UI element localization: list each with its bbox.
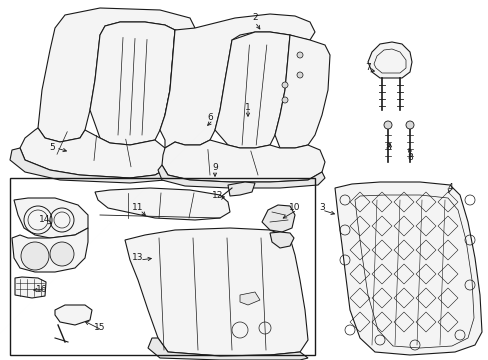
Text: 9: 9 bbox=[212, 163, 218, 172]
Text: 14: 14 bbox=[39, 216, 51, 225]
Polygon shape bbox=[367, 42, 411, 78]
Polygon shape bbox=[334, 182, 481, 355]
Polygon shape bbox=[160, 14, 314, 148]
Circle shape bbox=[405, 121, 413, 129]
Polygon shape bbox=[15, 277, 46, 298]
Polygon shape bbox=[148, 338, 307, 360]
Circle shape bbox=[21, 242, 49, 270]
Polygon shape bbox=[38, 8, 195, 142]
Text: 11: 11 bbox=[132, 203, 143, 212]
Text: 7: 7 bbox=[365, 63, 370, 72]
Circle shape bbox=[50, 242, 74, 266]
Polygon shape bbox=[274, 35, 329, 148]
Polygon shape bbox=[162, 140, 325, 182]
Polygon shape bbox=[95, 188, 229, 220]
Circle shape bbox=[383, 121, 391, 129]
Text: 5: 5 bbox=[49, 144, 55, 153]
Polygon shape bbox=[240, 292, 260, 305]
Text: 10: 10 bbox=[289, 203, 300, 212]
Text: 8: 8 bbox=[407, 153, 412, 162]
Polygon shape bbox=[262, 205, 294, 232]
Polygon shape bbox=[10, 148, 170, 183]
Polygon shape bbox=[12, 228, 88, 272]
Circle shape bbox=[282, 82, 287, 88]
Polygon shape bbox=[125, 228, 307, 356]
Polygon shape bbox=[227, 182, 254, 196]
Text: 4: 4 bbox=[446, 184, 452, 193]
Polygon shape bbox=[158, 165, 325, 188]
Text: 1: 1 bbox=[244, 104, 250, 112]
Polygon shape bbox=[20, 128, 170, 178]
Bar bbox=[10, 178, 314, 355]
Polygon shape bbox=[215, 32, 289, 148]
Text: 2: 2 bbox=[252, 13, 257, 22]
Text: 13: 13 bbox=[132, 253, 143, 262]
Text: 12: 12 bbox=[212, 192, 223, 201]
Polygon shape bbox=[90, 22, 175, 145]
Polygon shape bbox=[14, 198, 88, 238]
Polygon shape bbox=[55, 305, 92, 325]
Text: 8: 8 bbox=[385, 144, 390, 153]
Text: 3: 3 bbox=[319, 203, 324, 212]
Polygon shape bbox=[164, 30, 220, 118]
Circle shape bbox=[296, 72, 303, 78]
Text: 16: 16 bbox=[36, 285, 48, 294]
Circle shape bbox=[296, 52, 303, 58]
Text: 6: 6 bbox=[207, 113, 212, 122]
Circle shape bbox=[282, 97, 287, 103]
Polygon shape bbox=[269, 232, 293, 248]
Text: 15: 15 bbox=[94, 324, 105, 333]
